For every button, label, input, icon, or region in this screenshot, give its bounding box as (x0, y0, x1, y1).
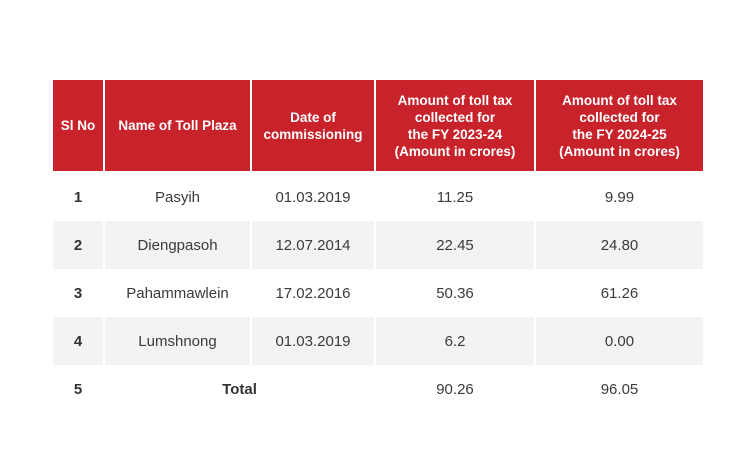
column-header-sl-no: Sl No (53, 80, 103, 171)
cell-amount-fy-2023-24: 11.25 (436, 188, 474, 206)
cell-sl-no: 5 (73, 380, 83, 398)
column-header-amount-fy-2023-24: Amount of toll tax collected for the FY … (376, 80, 534, 171)
cell-sl-no: 3 (73, 284, 83, 302)
cell-amount-fy-2024-25: 0.00 (536, 317, 703, 365)
cell-date: 12.07.2014 (252, 221, 374, 269)
total-amount-fy-2023-24: 90.26 (436, 380, 474, 398)
toll-collection-table: Sl No Name of Toll Plaza Date of commiss… (53, 80, 704, 413)
cell-amount-fy-2023-24: 50.36 (436, 284, 474, 302)
cell-toll-plaza-name: Pasyih (154, 188, 201, 206)
cell-amount-fy-2024-25: 61.26 (600, 284, 639, 302)
column-header-date-of-commissioning: Date of commissioning (252, 80, 374, 171)
cell-amount-fy-2023-24: 6.2 (376, 317, 534, 365)
column-header-toll-plaza-name: Name of Toll Plaza (105, 80, 250, 171)
cell-toll-plaza-name: Lumshnong (105, 317, 250, 365)
column-header-amount-fy-2024-25: Amount of toll tax collected for the FY … (536, 80, 703, 171)
cell-toll-plaza-name: Pahammawlein (126, 284, 229, 302)
cell-sl-no: 2 (53, 221, 103, 269)
cell-date: 01.03.2019 (252, 317, 374, 365)
cell-toll-plaza-name: Diengpasoh (105, 221, 250, 269)
total-label: Total (222, 380, 257, 398)
cell-sl-no: 4 (53, 317, 103, 365)
cell-sl-no: 1 (73, 188, 83, 206)
cell-date: 17.02.2016 (275, 284, 351, 302)
cell-amount-fy-2024-25: 9.99 (604, 188, 635, 206)
cell-amount-fy-2024-25: 24.80 (536, 221, 703, 269)
total-amount-fy-2024-25: 96.05 (600, 380, 639, 398)
cell-amount-fy-2023-24: 22.45 (376, 221, 534, 269)
cell-date: 01.03.2019 (275, 188, 351, 206)
